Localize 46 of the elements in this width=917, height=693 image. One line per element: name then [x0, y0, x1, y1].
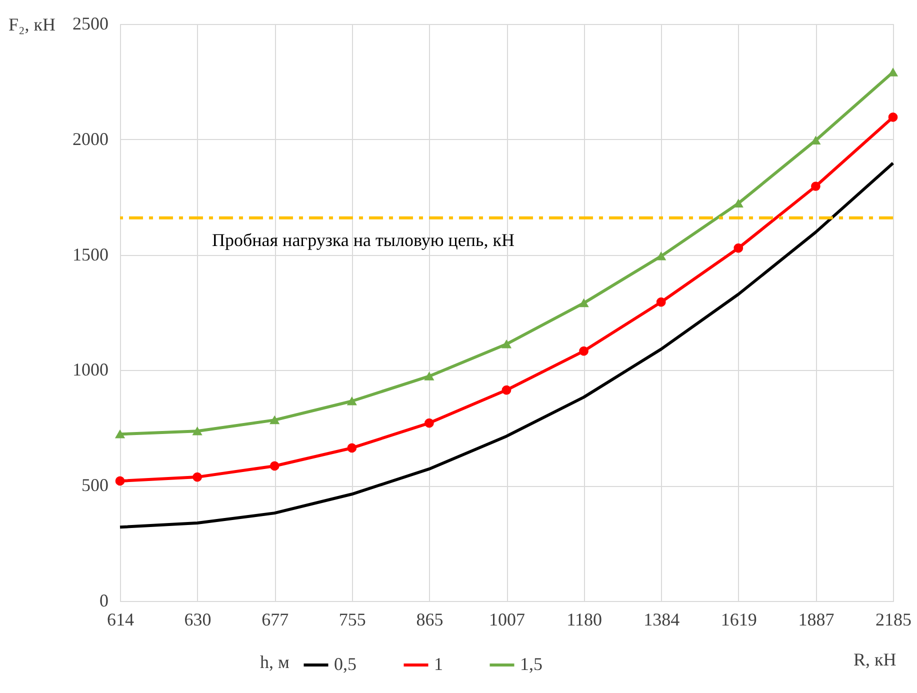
point [734, 243, 744, 253]
point [656, 252, 666, 260]
point [192, 472, 202, 482]
y-tick-label: 1500 [72, 244, 108, 264]
x-tick-label: 1180 [566, 610, 602, 630]
x-tick-label: 2185 [876, 610, 912, 630]
point [888, 68, 898, 76]
x-tick-label: 865 [416, 610, 444, 630]
x-tick-label: 1887 [798, 610, 834, 630]
x-tick-label: 1619 [720, 610, 757, 630]
point [424, 418, 434, 428]
point [502, 340, 512, 348]
legend-label: 0,5 [334, 654, 356, 674]
point [579, 298, 588, 308]
x-tick-label: 755 [338, 610, 366, 630]
y-tick-label: 2500 [72, 14, 108, 34]
legend-title: h, м [260, 652, 290, 672]
point [347, 397, 357, 406]
point [502, 385, 512, 395]
x-tick-label: 630 [184, 610, 212, 630]
point [888, 112, 898, 122]
point [347, 443, 357, 453]
point [579, 346, 588, 356]
x-tick-label: 1384 [644, 610, 680, 630]
legend-label: 1 [434, 654, 443, 674]
point [270, 461, 280, 471]
y-tick-label: 1000 [72, 360, 108, 380]
x-tick-label: 1007 [489, 610, 525, 630]
legend-label: 1,5 [520, 654, 542, 674]
point [656, 297, 666, 307]
y-tick-label: 0 [100, 590, 108, 610]
x-tick-label: 614 [107, 610, 134, 630]
y-tick-label: 2000 [72, 128, 108, 149]
point [811, 182, 820, 191]
point [115, 476, 125, 486]
point [270, 416, 280, 424]
x-axis-title: R, кН [854, 650, 896, 670]
point [734, 199, 744, 208]
point [192, 427, 202, 436]
line-series [118, 162, 894, 529]
y-tick-label: 500 [82, 475, 108, 496]
point [115, 430, 125, 438]
ref-line-label: Пробная нагрузка на тыловую цепь, кН [212, 230, 515, 250]
point [424, 372, 434, 380]
y-axis-title: F₂, кН [8, 14, 56, 34]
x-tick-label: 677 [262, 610, 289, 630]
